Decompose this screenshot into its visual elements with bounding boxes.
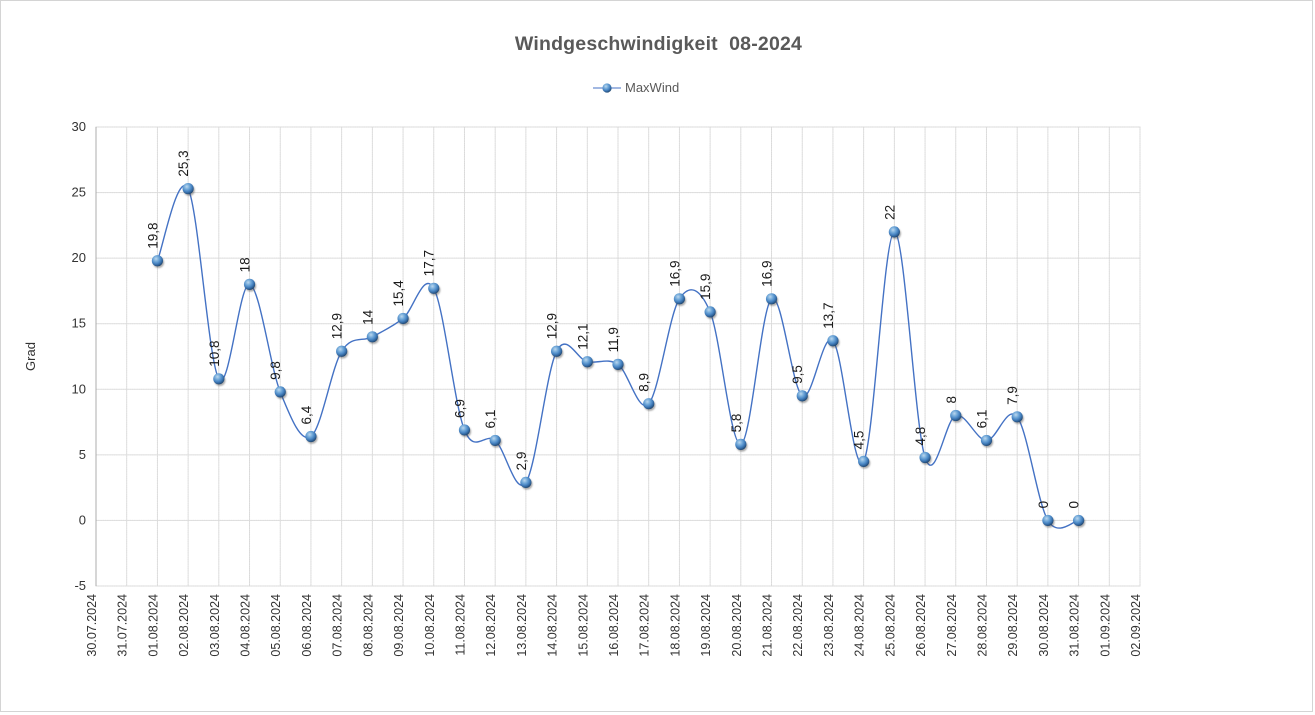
svg-text:31.08.2024: 31.08.2024 [1068, 594, 1082, 657]
svg-text:16,9: 16,9 [667, 261, 682, 287]
svg-text:04.08.2024: 04.08.2024 [239, 594, 253, 657]
svg-text:22: 22 [882, 205, 897, 220]
svg-text:10,8: 10,8 [207, 341, 222, 367]
svg-text:22.08.2024: 22.08.2024 [791, 594, 805, 657]
svg-text:28.08.2024: 28.08.2024 [975, 594, 989, 657]
svg-text:19.08.2024: 19.08.2024 [699, 594, 713, 657]
svg-text:15,4: 15,4 [391, 280, 406, 307]
svg-text:24.08.2024: 24.08.2024 [853, 594, 867, 657]
svg-text:15.08.2024: 15.08.2024 [576, 594, 590, 657]
svg-text:0: 0 [79, 512, 86, 527]
svg-text:Grad: Grad [23, 342, 38, 371]
svg-text:4,8: 4,8 [913, 427, 928, 446]
svg-text:12,1: 12,1 [575, 323, 590, 349]
svg-text:12,9: 12,9 [330, 313, 345, 339]
svg-text:2,9: 2,9 [514, 452, 529, 471]
svg-text:18: 18 [238, 257, 253, 272]
svg-text:15,9: 15,9 [698, 274, 713, 300]
svg-text:01.09.2024: 01.09.2024 [1098, 594, 1112, 657]
svg-text:6,9: 6,9 [452, 399, 467, 418]
svg-text:12.08.2024: 12.08.2024 [484, 594, 498, 657]
svg-text:06.08.2024: 06.08.2024 [300, 594, 314, 657]
svg-text:20.08.2024: 20.08.2024 [730, 594, 744, 657]
svg-text:16.08.2024: 16.08.2024 [607, 594, 621, 657]
svg-text:17,7: 17,7 [422, 250, 437, 276]
svg-text:9,5: 9,5 [790, 365, 805, 384]
svg-text:17.08.2024: 17.08.2024 [638, 594, 652, 657]
svg-text:0: 0 [1067, 501, 1082, 509]
svg-text:25: 25 [72, 185, 86, 200]
svg-text:30.08.2024: 30.08.2024 [1037, 594, 1051, 657]
svg-text:01.08.2024: 01.08.2024 [146, 594, 160, 657]
svg-text:0: 0 [1036, 501, 1051, 509]
svg-text:05.08.2024: 05.08.2024 [269, 594, 283, 657]
svg-text:6,4: 6,4 [299, 405, 314, 424]
svg-text:11.08.2024: 11.08.2024 [453, 594, 467, 656]
svg-text:29.08.2024: 29.08.2024 [1006, 594, 1020, 657]
svg-text:26.08.2024: 26.08.2024 [914, 594, 928, 657]
svg-text:12,9: 12,9 [545, 313, 560, 339]
svg-text:8: 8 [944, 396, 959, 404]
svg-text:6,1: 6,1 [974, 410, 989, 429]
svg-text:8,9: 8,9 [637, 373, 652, 392]
svg-text:07.08.2024: 07.08.2024 [331, 594, 345, 657]
svg-text:25.08.2024: 25.08.2024 [883, 594, 897, 657]
svg-text:9,8: 9,8 [268, 361, 283, 380]
svg-text:27.08.2024: 27.08.2024 [945, 594, 959, 657]
svg-text:4,5: 4,5 [852, 431, 867, 450]
svg-text:-5: -5 [74, 578, 86, 593]
svg-text:30: 30 [72, 119, 86, 134]
svg-text:15: 15 [72, 316, 86, 331]
svg-text:09.08.2024: 09.08.2024 [392, 594, 406, 657]
svg-text:19,8: 19,8 [145, 222, 160, 248]
svg-text:03.08.2024: 03.08.2024 [208, 594, 222, 657]
svg-text:08.08.2024: 08.08.2024 [361, 594, 375, 657]
svg-text:14: 14 [360, 309, 375, 325]
svg-text:20: 20 [72, 250, 86, 265]
svg-text:31.07.2024: 31.07.2024 [116, 594, 130, 657]
svg-text:7,9: 7,9 [1005, 386, 1020, 405]
svg-text:16,9: 16,9 [760, 261, 775, 287]
svg-text:10: 10 [72, 381, 86, 396]
svg-text:30.07.2024: 30.07.2024 [85, 594, 99, 657]
svg-text:11,9: 11,9 [606, 327, 621, 352]
svg-text:21.08.2024: 21.08.2024 [761, 594, 775, 657]
svg-text:23.08.2024: 23.08.2024 [822, 594, 836, 657]
svg-text:25,3: 25,3 [176, 150, 191, 176]
svg-text:13.08.2024: 13.08.2024 [515, 594, 529, 657]
svg-text:14.08.2024: 14.08.2024 [546, 594, 560, 657]
svg-text:02.08.2024: 02.08.2024 [177, 594, 191, 657]
svg-text:5: 5 [79, 447, 86, 462]
svg-text:18.08.2024: 18.08.2024 [668, 594, 682, 657]
svg-text:13,7: 13,7 [821, 302, 836, 328]
svg-text:5,8: 5,8 [729, 414, 744, 433]
svg-text:10.08.2024: 10.08.2024 [423, 594, 437, 657]
svg-text:6,1: 6,1 [483, 410, 498, 429]
svg-text:02.09.2024: 02.09.2024 [1129, 594, 1143, 657]
